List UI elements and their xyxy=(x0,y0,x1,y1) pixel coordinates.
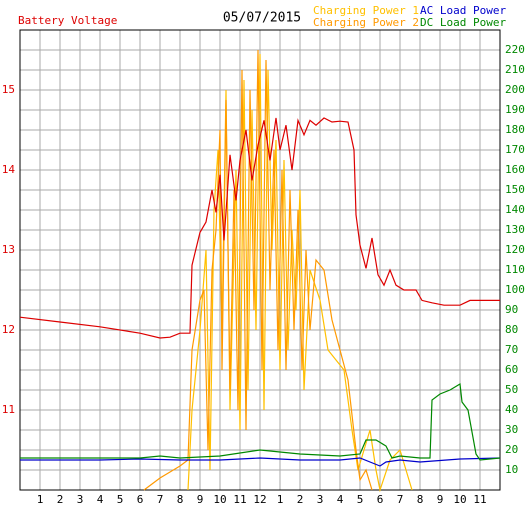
x-tick-label: 12 xyxy=(253,493,266,506)
y2-tick-label: 90 xyxy=(505,303,518,316)
x-tick-label: 1 xyxy=(37,493,44,506)
y2-tick-label: 40 xyxy=(505,403,518,416)
y2-tick-label: 50 xyxy=(505,383,518,396)
chart-title: 05/07/2015 xyxy=(223,11,301,26)
x-tick-label: 5 xyxy=(357,493,364,506)
y2-tick-label: 200 xyxy=(505,83,525,96)
legend-label: Charging Power 1 xyxy=(313,4,419,17)
y-tick-label: 11 xyxy=(2,403,15,416)
legend-label: DC Load Power xyxy=(420,16,506,29)
y2-tick-label: 30 xyxy=(505,423,518,436)
y2-tick-label: 60 xyxy=(505,363,518,376)
x-tick-label: 3 xyxy=(317,493,324,506)
x-tick-label: 10 xyxy=(453,493,466,506)
y-axis-label: Battery Voltage xyxy=(18,14,117,27)
y2-tick-label: 120 xyxy=(505,243,525,256)
y2-tick-label: 10 xyxy=(505,463,518,476)
x-tick-label: 10 xyxy=(213,493,226,506)
legend-label: AC Load Power xyxy=(420,4,506,17)
x-tick-label: 2 xyxy=(297,493,304,506)
x-tick-label: 6 xyxy=(377,493,384,506)
series-line xyxy=(20,457,501,467)
y2-tick-label: 220 xyxy=(505,43,525,56)
y2-tick-label: 190 xyxy=(505,103,525,116)
y2-tick-label: 70 xyxy=(505,343,518,356)
x-tick-label: 7 xyxy=(397,493,404,506)
y-tick-label: 12 xyxy=(2,323,15,336)
x-tick-label: 2 xyxy=(57,493,64,506)
x-tick-label: 4 xyxy=(97,493,104,506)
plot-frame xyxy=(19,29,501,491)
y2-tick-label: 110 xyxy=(505,263,525,276)
x-tick-label: 7 xyxy=(157,493,164,506)
x-tick-label: 5 xyxy=(117,493,124,506)
y2-tick-label: 100 xyxy=(505,283,525,296)
y2-tick-label: 140 xyxy=(505,203,525,216)
series-line xyxy=(143,49,373,491)
x-tick-label: 3 xyxy=(77,493,84,506)
y-tick-label: 14 xyxy=(2,163,16,176)
y2-tick-label: 170 xyxy=(505,143,525,156)
y2-tick-label: 130 xyxy=(505,223,525,236)
y2-tick-label: 210 xyxy=(505,63,525,76)
y2-tick-label: 160 xyxy=(505,163,525,176)
y-tick-label: 13 xyxy=(2,243,15,256)
legend-label: Charging Power 2 xyxy=(313,16,419,29)
series-line xyxy=(20,383,501,461)
y2-tick-label: 150 xyxy=(505,183,525,196)
x-tick-label: 8 xyxy=(177,493,184,506)
x-tick-label: 11 xyxy=(473,493,486,506)
x-tick-label: 9 xyxy=(197,493,204,506)
y2-tick-label: 80 xyxy=(505,323,518,336)
series-line xyxy=(19,117,500,339)
x-tick-label: 6 xyxy=(137,493,144,506)
y2-tick-label: 20 xyxy=(505,443,518,456)
x-tick-label: 4 xyxy=(337,493,344,506)
y2-tick-label: 180 xyxy=(505,123,525,136)
x-tick-label: 9 xyxy=(437,493,444,506)
x-tick-label: 1 xyxy=(277,493,284,506)
y-tick-label: 15 xyxy=(2,83,15,96)
x-tick-label: 11 xyxy=(233,493,246,506)
x-tick-label: 8 xyxy=(417,493,424,506)
